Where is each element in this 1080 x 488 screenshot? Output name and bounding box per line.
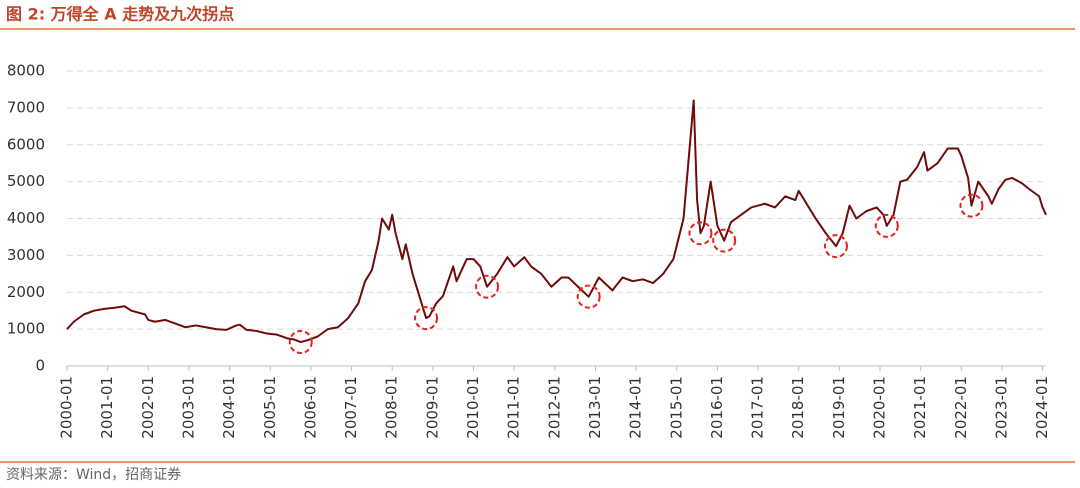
x-tick-label: 2012-01 bbox=[545, 376, 563, 439]
x-tick-label: 2009-01 bbox=[423, 376, 441, 439]
data-line bbox=[66, 99, 1047, 344]
turning-point bbox=[414, 306, 439, 331]
x-tick-label: 2005-01 bbox=[261, 376, 279, 439]
x-tick-label: 2017-01 bbox=[749, 376, 767, 439]
y-tick-label: 4000 bbox=[7, 209, 45, 227]
y-tick-label: 1000 bbox=[7, 320, 45, 338]
y-tick-label: 7000 bbox=[7, 98, 45, 116]
x-tick-label: 2004-01 bbox=[220, 376, 238, 439]
y-tick-label: 2000 bbox=[7, 283, 45, 301]
x-tick-label: 2014-01 bbox=[627, 376, 645, 439]
x-tick-label: 2018-01 bbox=[789, 376, 807, 439]
x-tick-label: 2006-01 bbox=[301, 376, 319, 439]
chart-title: 图 2: 万得全 A 走势及九次拐点 bbox=[6, 5, 234, 24]
turning-point bbox=[475, 274, 500, 299]
x-tick-label: 2010-01 bbox=[464, 376, 482, 439]
x-tick-label: 2002-01 bbox=[139, 376, 157, 439]
x-tick-label: 2020-01 bbox=[871, 376, 889, 439]
x-tick-label: 2000-01 bbox=[58, 376, 76, 439]
x-tick-label: 2023-01 bbox=[992, 376, 1010, 439]
turning-point bbox=[959, 193, 984, 218]
y-tick-label: 0 bbox=[35, 357, 45, 375]
turning-point bbox=[576, 284, 601, 309]
x-tick-label: 2007-01 bbox=[342, 376, 360, 439]
x-tick-label: 2013-01 bbox=[586, 376, 604, 439]
turning-point bbox=[712, 228, 737, 253]
turning-point bbox=[688, 221, 713, 246]
x-tick-label: 2003-01 bbox=[179, 376, 197, 439]
x-tick-label: 2019-01 bbox=[830, 376, 848, 439]
source: 资料来源：Wind，招商证券 bbox=[6, 467, 181, 483]
x-tick-label: 2001-01 bbox=[98, 376, 116, 439]
y-tick-label: 3000 bbox=[7, 246, 45, 264]
x-tick-label: 2015-01 bbox=[667, 376, 685, 439]
x-tick-label: 2022-01 bbox=[952, 376, 970, 439]
y-tick-label: 6000 bbox=[7, 135, 45, 153]
y-tick-label: 5000 bbox=[7, 172, 45, 190]
x-tick-label: 2021-01 bbox=[911, 376, 929, 439]
x-tick-label: 2024-01 bbox=[1033, 376, 1051, 439]
turning-point bbox=[823, 234, 848, 259]
x-tick-label: 2016-01 bbox=[708, 376, 726, 439]
y-tick-label: 8000 bbox=[7, 62, 45, 80]
turning-point bbox=[874, 213, 899, 238]
turning-point bbox=[288, 330, 313, 355]
x-tick-label: 2008-01 bbox=[383, 376, 401, 439]
x-tick-label: 2011-01 bbox=[505, 376, 523, 439]
